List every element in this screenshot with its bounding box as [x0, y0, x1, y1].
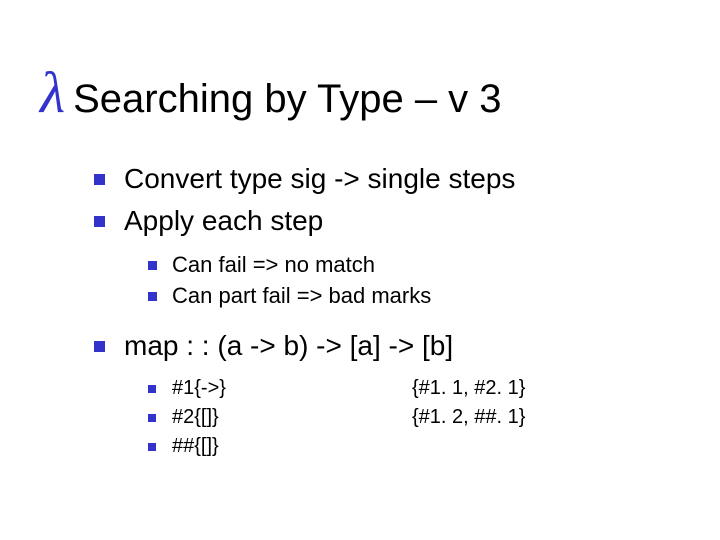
list-item: Convert type sig -> single steps: [90, 160, 650, 198]
slide-content: Convert type sig -> single steps Apply e…: [90, 160, 650, 474]
two-col-row: #2{[]} {#1. 2, ##. 1}: [172, 404, 650, 431]
slide: λ Searching by Type – v 3 Convert type s…: [0, 0, 720, 540]
list-item: Can fail => no match: [144, 250, 650, 280]
col-left: #2{[]}: [172, 404, 412, 431]
list-item: map : : (a -> b) -> [a] -> [b] #1{->} {#…: [90, 327, 650, 460]
col-right: {#1. 2, ##. 1}: [412, 404, 650, 431]
lambda-icon: λ: [40, 64, 65, 122]
list-item: ##{[]}: [144, 433, 650, 460]
col-left: #1{->}: [172, 375, 412, 402]
bullet-list-lvl2: #1{->} {#1. 1, #2. 1} #2{[]} {#1. 2, ##.…: [144, 375, 650, 460]
bullet-text: Convert type sig -> single steps: [124, 163, 515, 194]
list-item: #2{[]} {#1. 2, ##. 1}: [144, 404, 650, 431]
bullet-text: map : : (a -> b) -> [a] -> [b]: [124, 330, 453, 361]
bullet-text: Can fail => no match: [172, 252, 375, 277]
title-row: λ Searching by Type – v 3: [40, 70, 502, 128]
slide-title: Searching by Type – v 3: [73, 77, 501, 122]
two-col-row: #1{->} {#1. 1, #2. 1}: [172, 375, 650, 402]
bullet-text: Can part fail => bad marks: [172, 283, 431, 308]
col-right: {#1. 1, #2. 1}: [412, 375, 650, 402]
bullet-list-lvl2: Can fail => no match Can part fail => ba…: [144, 250, 650, 311]
list-item: Can part fail => bad marks: [144, 281, 650, 311]
bullet-text: ##{[]}: [172, 435, 219, 457]
list-item: #1{->} {#1. 1, #2. 1}: [144, 375, 650, 402]
list-item: Apply each step Can fail => no match Can…: [90, 202, 650, 311]
bullet-list-lvl1: Convert type sig -> single steps Apply e…: [90, 160, 650, 460]
bullet-text: Apply each step: [124, 205, 323, 236]
